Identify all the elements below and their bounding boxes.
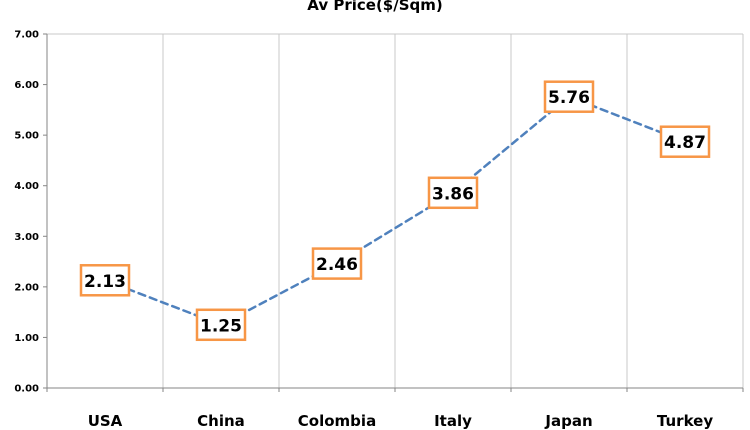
x-tick-label: USA xyxy=(88,412,123,430)
x-tick-label: Italy xyxy=(434,412,472,430)
y-tick-label: 1.00 xyxy=(14,333,39,344)
data-label-box xyxy=(195,308,247,342)
y-tick-label: 2.00 xyxy=(14,282,39,293)
x-tick-label: Japan xyxy=(544,412,592,430)
data-label: 1.25 xyxy=(200,316,242,336)
data-label-box xyxy=(659,125,711,158)
y-tick-label: 5.00 xyxy=(14,131,39,142)
data-label: 2.46 xyxy=(316,255,358,275)
y-tick-label: 0.00 xyxy=(14,384,39,395)
data-label: 3.86 xyxy=(432,184,474,204)
chart-title: Av Price($/Sqm) xyxy=(307,0,443,14)
data-label: 5.76 xyxy=(548,88,590,108)
data-label: 4.87 xyxy=(664,133,706,153)
y-tick-label: 7.00 xyxy=(14,30,39,41)
x-tick-label: Turkey xyxy=(657,412,713,430)
data-label: 2.13 xyxy=(84,272,126,292)
y-tick-label: 4.00 xyxy=(14,181,39,192)
y-tick-label: 3.00 xyxy=(14,232,39,243)
data-label-box xyxy=(311,247,363,280)
y-tick-label: 6.00 xyxy=(14,80,39,91)
data-label-box xyxy=(79,264,131,297)
x-tick-label: China xyxy=(197,412,245,430)
data-label-box xyxy=(543,80,595,113)
x-tick-label: Colombia xyxy=(298,412,376,430)
data-label-box xyxy=(427,176,479,210)
